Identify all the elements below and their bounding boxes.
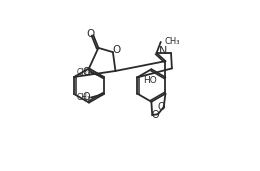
Text: O: O xyxy=(86,29,94,39)
Text: CH₃: CH₃ xyxy=(164,37,180,46)
Text: O: O xyxy=(83,67,90,77)
Text: HO: HO xyxy=(143,76,157,85)
Text: CH₃: CH₃ xyxy=(76,93,90,102)
Text: O: O xyxy=(83,93,90,102)
Text: O: O xyxy=(152,110,159,120)
Text: O: O xyxy=(112,45,120,55)
Text: CH₃: CH₃ xyxy=(76,68,90,77)
Text: O: O xyxy=(157,102,165,112)
Text: N: N xyxy=(159,46,167,56)
